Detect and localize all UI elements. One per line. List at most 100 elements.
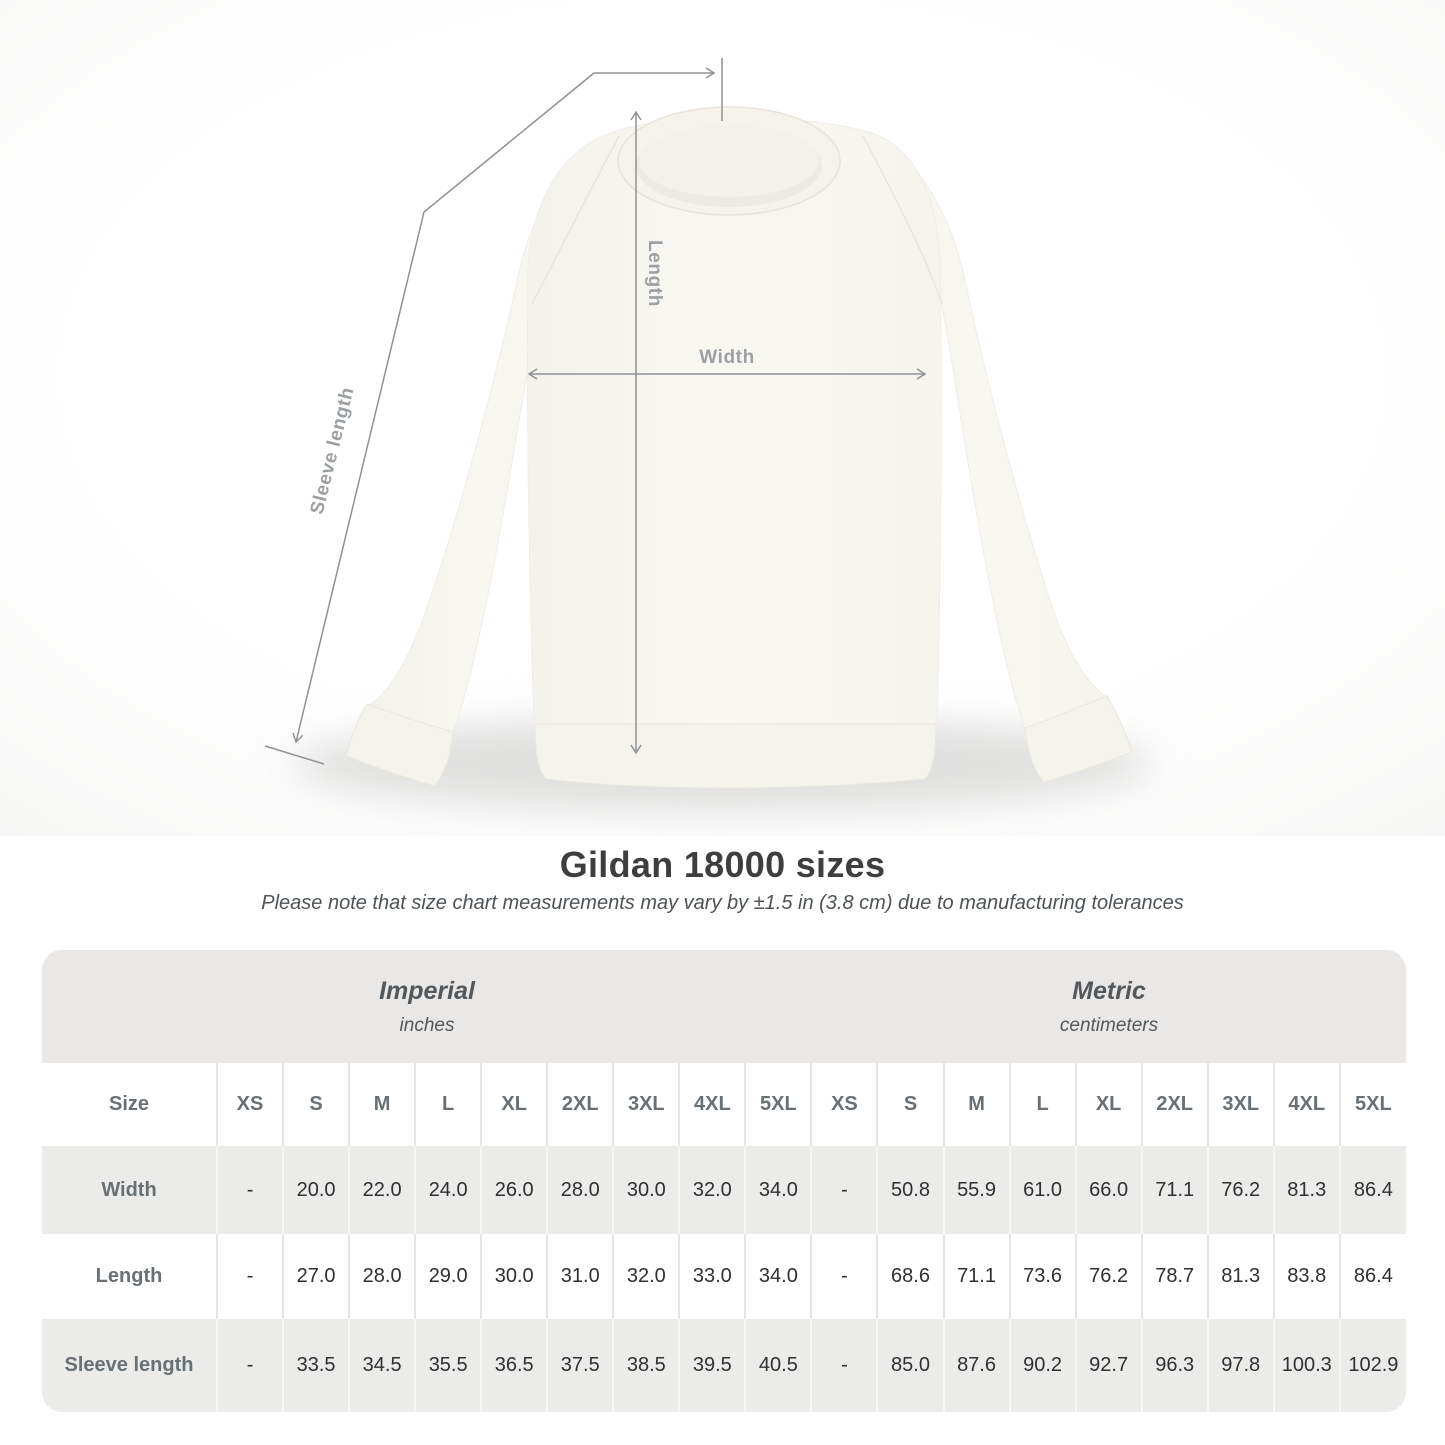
metric-title: Metric bbox=[1072, 976, 1146, 1005]
sweatshirt-diagram: Width Length Sleeve length bbox=[0, 0, 1445, 836]
cell-imperial: 20.0 bbox=[282, 1146, 350, 1234]
cell-metric: 66.0 bbox=[1074, 1146, 1142, 1234]
measurement-lines bbox=[264, 58, 927, 765]
size-col-imperial-2: M bbox=[348, 1063, 416, 1146]
size-col-metric-5: 2XL bbox=[1140, 1063, 1208, 1146]
unit-group-imperial: Imperial inches bbox=[42, 950, 812, 1063]
cell-imperial: 30.0 bbox=[480, 1234, 548, 1319]
cell-metric: 50.8 bbox=[876, 1146, 944, 1234]
length-label: Length bbox=[644, 240, 665, 307]
page-subtitle: Please note that size chart measurements… bbox=[261, 892, 1184, 914]
size-col-imperial-3: L bbox=[414, 1063, 482, 1146]
measurements-table: Size XS S M L XL 2XL 3XL 4XL 5XL XS S M L XL 2XL 3XL 4XL… bbox=[42, 1063, 1406, 1412]
cell-metric: 78.7 bbox=[1140, 1234, 1208, 1319]
right-cuff bbox=[1024, 695, 1133, 783]
unit-band: Imperial inches Metric centimeters bbox=[42, 950, 1406, 1063]
cuff-extension-tick bbox=[264, 745, 325, 765]
left-armhole-seam bbox=[531, 135, 620, 305]
cell-metric: 76.2 bbox=[1206, 1146, 1274, 1234]
size-table: Imperial inches Metric centimeters Size … bbox=[42, 950, 1406, 1412]
page-title: Gildan 18000 sizes bbox=[559, 844, 886, 885]
cell-metric: 81.3 bbox=[1272, 1146, 1340, 1234]
cell-metric: 87.6 bbox=[942, 1319, 1010, 1412]
row-label: Width bbox=[101, 1178, 157, 1201]
imperial-title: Imperial bbox=[379, 976, 475, 1005]
row-label: Length bbox=[95, 1265, 163, 1287]
size-col-imperial-6: 3XL bbox=[612, 1063, 680, 1146]
cell-metric: - bbox=[810, 1319, 878, 1412]
cell-metric: 76.2 bbox=[1074, 1234, 1142, 1319]
cell-imperial: 40.5 bbox=[744, 1319, 812, 1412]
size-col-metric-2: M bbox=[942, 1063, 1010, 1146]
imperial-unit: inches bbox=[399, 1014, 455, 1036]
cell-metric: 86.4 bbox=[1338, 1146, 1406, 1234]
cell-metric: 73.6 bbox=[1008, 1234, 1076, 1319]
size-col-imperial-0: XS bbox=[215, 1063, 284, 1146]
cell-metric: 61.0 bbox=[1008, 1146, 1076, 1234]
size-col-metric-4: XL bbox=[1074, 1063, 1142, 1146]
size-col-metric-1: S bbox=[876, 1063, 944, 1146]
table-row: Sleeve length -33.5 34.5 35.5 36.5 37.5 38.5 39… bbox=[42, 1319, 1406, 1412]
cell-imperial: 35.5 bbox=[414, 1319, 482, 1412]
cell-imperial: 28.0 bbox=[546, 1146, 614, 1234]
cell-imperial: 36.5 bbox=[480, 1319, 548, 1412]
cell-imperial: 34.0 bbox=[744, 1146, 812, 1234]
cell-imperial: 34.5 bbox=[348, 1319, 416, 1412]
collar-inside-back bbox=[639, 125, 819, 197]
cell-metric: 96.3 bbox=[1140, 1319, 1208, 1412]
cell-metric: 83.8 bbox=[1272, 1234, 1340, 1319]
cell-imperial: 37.5 bbox=[546, 1319, 614, 1412]
waistband bbox=[534, 723, 937, 789]
size-header: Size bbox=[108, 1093, 150, 1115]
cell-metric: 68.6 bbox=[876, 1234, 944, 1319]
table-row: Width -20.0 22.0 24.0 26.0 28.0 30.0 32.0 34.0-5… bbox=[42, 1146, 1406, 1234]
size-col-imperial-4: XL bbox=[480, 1063, 548, 1146]
cell-imperial: 34.0 bbox=[744, 1234, 812, 1319]
cell-imperial: - bbox=[215, 1234, 284, 1319]
cell-metric: 71.1 bbox=[1140, 1146, 1208, 1234]
cell-imperial: 26.0 bbox=[480, 1146, 548, 1234]
size-col-imperial-1: S bbox=[282, 1063, 350, 1146]
row-label: Sleeve length bbox=[64, 1354, 194, 1376]
cell-metric: 90.2 bbox=[1008, 1319, 1076, 1412]
cell-metric: 81.3 bbox=[1206, 1234, 1274, 1319]
size-col-metric-6: 3XL bbox=[1206, 1063, 1274, 1146]
cell-metric: 97.8 bbox=[1206, 1319, 1274, 1412]
cell-imperial: 32.0 bbox=[612, 1234, 680, 1319]
cell-imperial: 39.5 bbox=[678, 1319, 746, 1412]
cell-imperial: 32.0 bbox=[678, 1146, 746, 1234]
size-col-metric-0: XS bbox=[810, 1063, 878, 1146]
sleeve-measure-line bbox=[292, 72, 595, 744]
cell-metric: 102.9 bbox=[1338, 1319, 1406, 1412]
cell-metric: 55.9 bbox=[942, 1146, 1010, 1234]
size-col-imperial-8: 5XL bbox=[744, 1063, 812, 1146]
left-cuff bbox=[345, 703, 454, 787]
cell-imperial: 27.0 bbox=[282, 1234, 350, 1319]
unit-group-metric: Metric centimeters bbox=[812, 950, 1406, 1063]
cell-imperial: 30.0 bbox=[612, 1146, 680, 1234]
table-row: Length -27.0 28.0 29.0 30.0 31.0 32.0 33.0 34.0-… bbox=[42, 1234, 1406, 1319]
size-col-imperial-5: 2XL bbox=[546, 1063, 614, 1146]
width-label: Width bbox=[699, 347, 755, 368]
cell-metric: - bbox=[810, 1234, 878, 1319]
size-col-metric-7: 4XL bbox=[1272, 1063, 1340, 1146]
cell-imperial: 38.5 bbox=[612, 1319, 680, 1412]
cell-metric: 100.3 bbox=[1272, 1319, 1340, 1412]
cell-metric: 92.7 bbox=[1074, 1319, 1142, 1412]
cell-metric: 86.4 bbox=[1338, 1234, 1406, 1319]
cell-imperial: - bbox=[215, 1146, 284, 1234]
cell-imperial: 31.0 bbox=[546, 1234, 614, 1319]
cell-imperial: 29.0 bbox=[414, 1234, 482, 1319]
cell-metric: 85.0 bbox=[876, 1319, 944, 1412]
metric-unit: centimeters bbox=[1059, 1014, 1159, 1036]
cell-metric: 71.1 bbox=[942, 1234, 1010, 1319]
size-col-imperial-7: 4XL bbox=[678, 1063, 746, 1146]
cell-imperial: 33.5 bbox=[282, 1319, 350, 1412]
cell-imperial: 22.0 bbox=[348, 1146, 416, 1234]
size-col-metric-8: 5XL bbox=[1338, 1063, 1406, 1146]
cell-imperial: - bbox=[215, 1319, 284, 1412]
cell-metric: - bbox=[810, 1146, 878, 1234]
size-header-row: Size XS S M L XL 2XL 3XL 4XL 5XL XS S M L XL 2XL 3XL 4XL… bbox=[42, 1063, 1406, 1146]
cell-imperial: 24.0 bbox=[414, 1146, 482, 1234]
